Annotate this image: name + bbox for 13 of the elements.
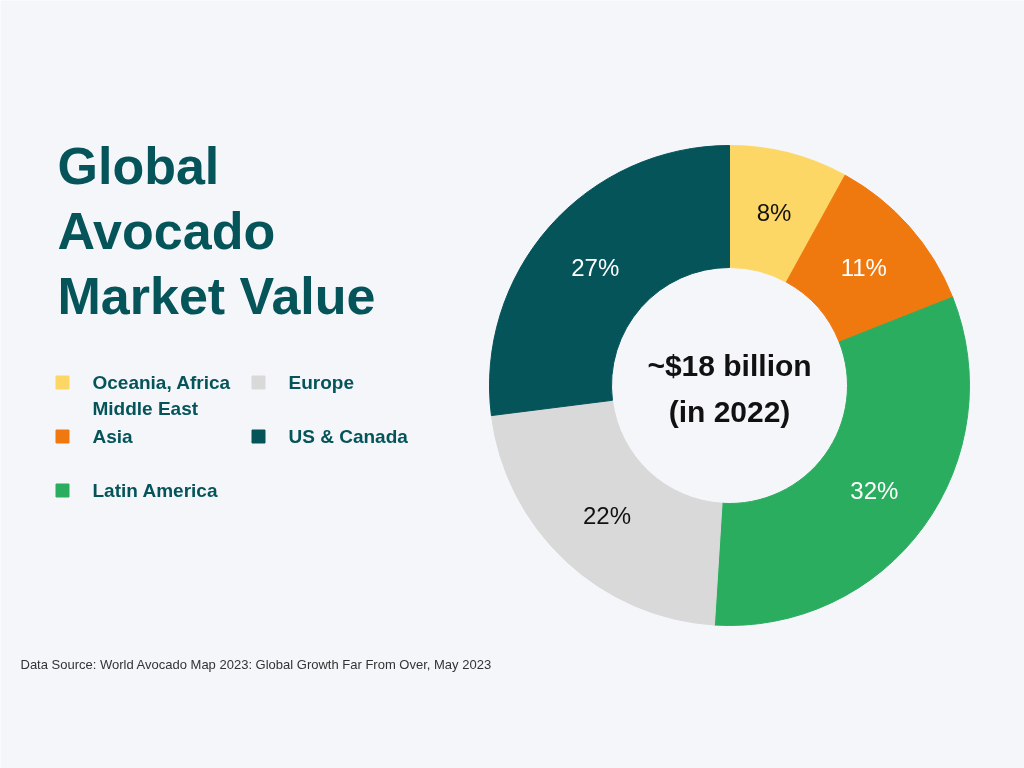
text: Global Avocado Market Value (57, 136, 376, 325)
legend-label: Latin America (92, 480, 218, 501)
data-label: 22% (582, 502, 631, 530)
text: ~$18 billion (in 2022) (647, 349, 812, 428)
legend-label: Asia (92, 426, 134, 447)
data-label: 27% (571, 253, 620, 281)
source-note: Data Source: World Avocado Map 2023: Global Growth Far From Over, May 2023 (20, 657, 492, 672)
legend-label: US & Canada (288, 426, 409, 447)
data-label: 32% (850, 477, 899, 505)
legend-label: Europe (288, 372, 354, 393)
legend-label: Oceania, Africa Middle East (92, 372, 231, 419)
data-label: 8% (756, 198, 792, 226)
data-label: 11% (840, 253, 887, 281)
